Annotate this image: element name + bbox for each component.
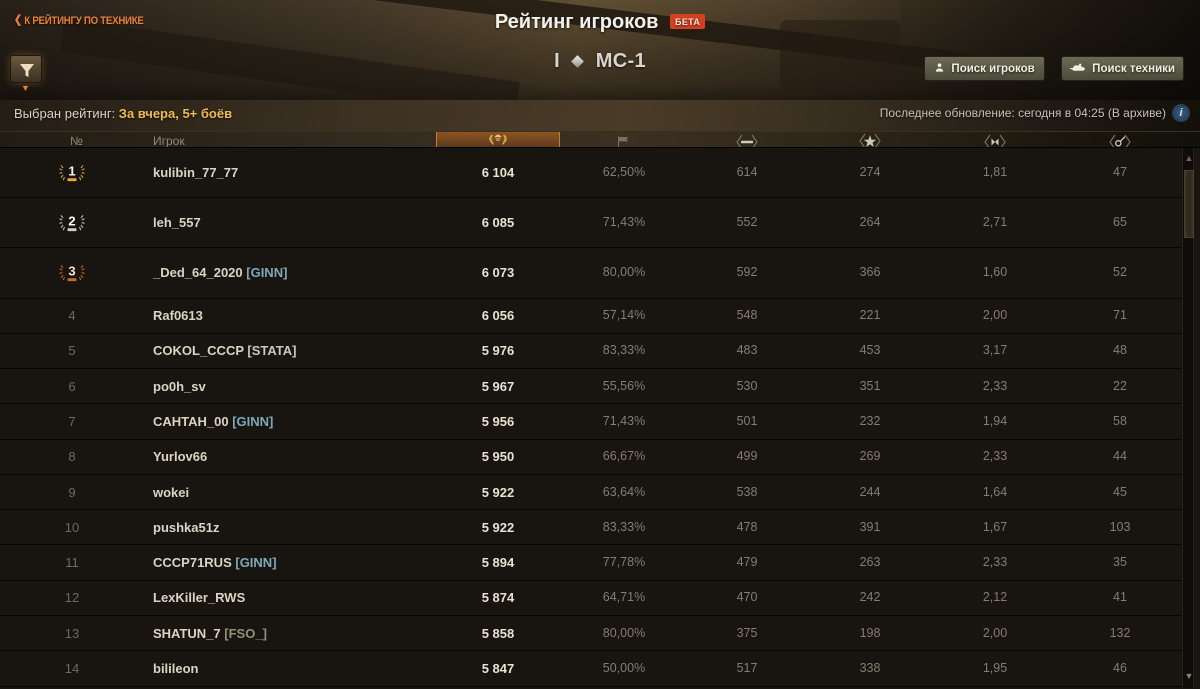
svg-text:3: 3 <box>68 264 75 279</box>
svg-text:1: 1 <box>68 164 75 179</box>
svg-text:2: 2 <box>68 214 75 229</box>
